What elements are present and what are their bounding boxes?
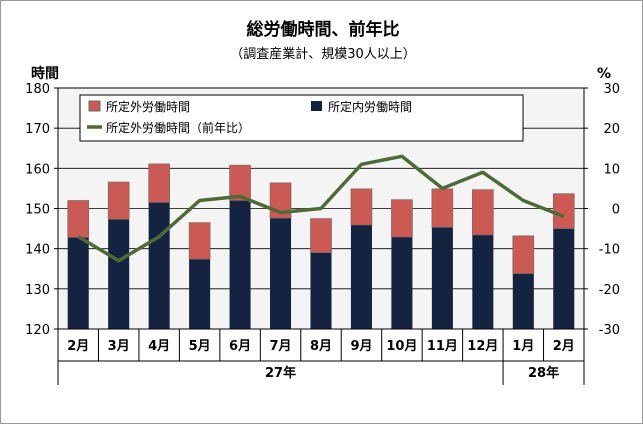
year-label: 28年 xyxy=(528,365,559,381)
legend-label-scheduled: 所定内労働時間 xyxy=(328,99,412,114)
y-axis-right-label: % xyxy=(597,66,611,82)
bar-scheduled xyxy=(350,224,372,329)
y-left-tick-label: 160 xyxy=(25,162,50,177)
y-right-tick-label: -10 xyxy=(599,243,620,258)
x-tick-label: 4月 xyxy=(148,339,170,354)
chart-subtitle: （調査産業計、規模30人以上） xyxy=(230,46,416,62)
y-axis-right: 30 20 10 0 -10 -20 -30 xyxy=(584,82,620,338)
bar-overtime xyxy=(188,222,211,260)
bar-overtime xyxy=(107,181,130,220)
x-tick-label: 8月 xyxy=(310,339,332,354)
bar-scheduled xyxy=(108,219,130,329)
bar-scheduled xyxy=(148,202,170,329)
y-right-tick-label: 20 xyxy=(603,122,620,137)
y-axis-left: 120 130 140 150 160 170 180 xyxy=(25,82,58,338)
x-tick-label: 2月 xyxy=(553,339,575,354)
y-right-tick-label: 30 xyxy=(603,82,620,97)
y-left-tick-label: 180 xyxy=(25,82,50,97)
x-axis: 2月 3月 4月 5月 6月 7月 8月 9月 10月 11月 12月 1月 2月 27年 28年 xyxy=(57,329,585,385)
legend-swatch-scheduled xyxy=(311,101,322,111)
bar-scheduled xyxy=(553,228,575,329)
y-right-tick-label: -30 xyxy=(599,323,620,338)
x-tick-label: 6月 xyxy=(229,339,251,354)
chart-title: 総労働時間、前年比 xyxy=(247,19,400,40)
line-series xyxy=(77,154,565,263)
x-tick-label: 10月 xyxy=(386,339,417,354)
bar-scheduled xyxy=(431,227,453,329)
legend-label-overtime-yoy: 所定外労働時間（前年比） xyxy=(106,120,250,135)
bar-overtime xyxy=(552,193,575,229)
x-tick-label: 7月 xyxy=(270,339,292,354)
x-tick-label: 12月 xyxy=(467,339,498,354)
y-left-tick-label: 140 xyxy=(25,243,50,258)
bar-overtime xyxy=(310,218,332,253)
bar-scheduled xyxy=(391,237,413,329)
x-tick-label: 11月 xyxy=(427,339,458,354)
bar-scheduled xyxy=(472,235,494,329)
bar-scheduled xyxy=(270,218,292,329)
legend-label-overtime: 所定外労働時間 xyxy=(106,99,190,114)
y-left-tick-label: 130 xyxy=(25,283,50,298)
bar-overtime xyxy=(431,188,454,228)
y-right-tick-label: 0 xyxy=(612,203,620,218)
bar-overtime xyxy=(391,199,413,238)
bar-overtime xyxy=(148,163,170,203)
x-tick-label: 2月 xyxy=(67,339,89,354)
x-tick-label: 3月 xyxy=(108,339,130,354)
bar-scheduled xyxy=(67,237,89,329)
y-left-tick-label: 120 xyxy=(25,323,50,338)
x-tick-label: 9月 xyxy=(350,339,372,354)
y-left-tick-label: 170 xyxy=(25,122,50,137)
x-tick-label: 5月 xyxy=(189,339,211,354)
x-tick-label: 1月 xyxy=(512,339,534,354)
bar-overtime xyxy=(229,164,251,201)
bar-overtime xyxy=(67,200,90,238)
bar-scheduled xyxy=(512,273,534,329)
y-right-tick-label: 10 xyxy=(603,162,620,177)
legend-box xyxy=(79,94,524,142)
year-label: 27年 xyxy=(265,365,296,381)
bar-scheduled xyxy=(310,252,332,329)
bar-series xyxy=(67,163,575,329)
legend-swatch-overtime xyxy=(88,100,101,112)
bar-overtime xyxy=(350,188,373,226)
y-left-tick-label: 150 xyxy=(25,203,50,218)
y-right-tick-label: -20 xyxy=(599,283,620,298)
y-axis-left-label: 時間 xyxy=(31,65,59,82)
bar-overtime xyxy=(512,235,535,274)
bar-scheduled xyxy=(189,259,211,329)
bar-overtime xyxy=(472,189,494,236)
legend: 所定外労働時間 所定内労働時間 所定外労働時間（前年比） xyxy=(79,94,524,142)
bar-scheduled xyxy=(229,200,251,329)
